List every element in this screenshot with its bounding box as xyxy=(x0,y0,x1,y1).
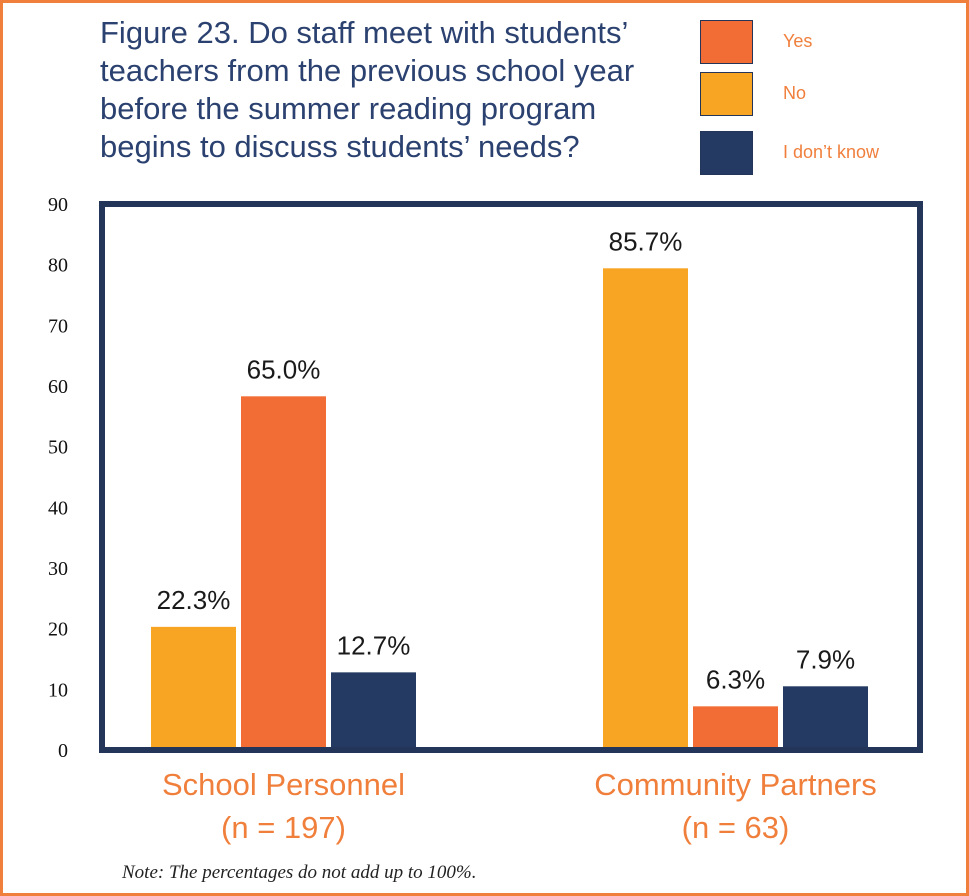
bar-value-label: 6.3% xyxy=(706,664,765,694)
bar xyxy=(331,672,416,747)
y-tick-label: 50 xyxy=(48,437,68,459)
legend-item-dont-know: I don’t know xyxy=(700,131,940,175)
bar-value-label: 7.9% xyxy=(796,644,855,674)
y-tick-label: 30 xyxy=(48,558,68,580)
category-label: School Personnel xyxy=(162,767,405,802)
y-tick-label: 20 xyxy=(48,619,68,641)
y-tick-label: 60 xyxy=(48,376,68,398)
bar-value-label: 85.7% xyxy=(609,226,683,256)
bar-value-label: 65.0% xyxy=(247,354,321,384)
y-tick-label: 90 xyxy=(48,194,68,216)
bar-value-label: 22.3% xyxy=(157,585,231,615)
y-tick-label: 40 xyxy=(48,497,68,519)
category-sublabel: (n = 63) xyxy=(682,810,790,845)
bar xyxy=(151,626,236,747)
chart-note: Note: The percentages do not add up to 1… xyxy=(122,862,477,883)
category-label: Community Partners xyxy=(594,767,877,802)
bar xyxy=(603,268,688,747)
legend-swatch-no xyxy=(700,72,753,116)
bar-value-label: 12.7% xyxy=(337,630,411,660)
legend-item-yes: Yes xyxy=(700,20,940,64)
bar xyxy=(783,686,868,747)
bar xyxy=(693,706,778,747)
legend-item-no: No xyxy=(700,72,940,116)
plot-border xyxy=(99,201,923,753)
legend-swatch-yes xyxy=(700,20,753,64)
category-sublabel: (n = 197) xyxy=(221,810,346,845)
chart-title: Figure 23. Do staff meet with students’ … xyxy=(100,15,635,164)
bar xyxy=(241,396,326,747)
y-tick-label: 80 xyxy=(48,255,68,277)
legend-label-yes: Yes xyxy=(783,31,813,51)
legend-label-dont-know: I don’t know xyxy=(783,142,880,162)
y-tick-label: 70 xyxy=(48,315,68,337)
y-tick-label: 10 xyxy=(48,679,68,701)
legend-label-no: No xyxy=(783,83,807,103)
legend-swatch-dont-know xyxy=(700,131,753,175)
y-tick-label: 0 xyxy=(58,740,68,762)
